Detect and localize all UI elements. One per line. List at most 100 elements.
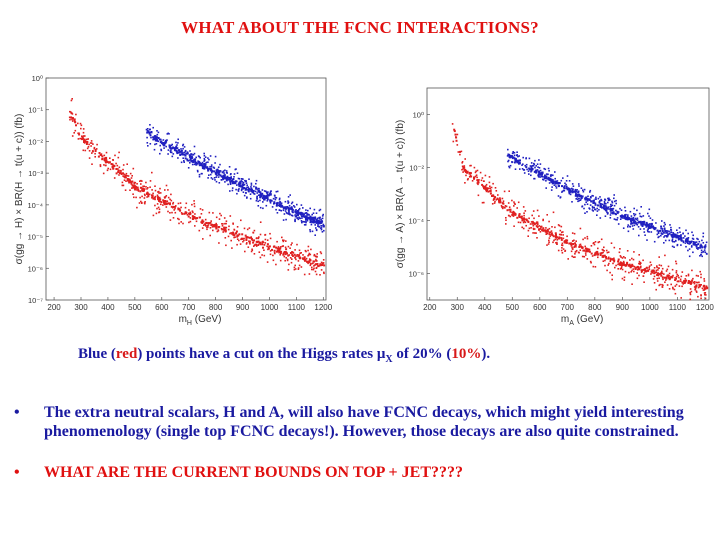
- scatter-point: [679, 237, 681, 240]
- scatter-point: [233, 176, 235, 178]
- scatter-point: [146, 136, 148, 139]
- scatter-point: [613, 257, 615, 260]
- scatter-point: [301, 217, 303, 219]
- scatter-point: [674, 285, 677, 287]
- scatter-point: [192, 161, 195, 163]
- scatter-point: [182, 147, 184, 150]
- scatter-point: [550, 175, 552, 178]
- scatter-point: [643, 268, 646, 271]
- scatter-point: [230, 173, 232, 175]
- scatter-point: [523, 214, 525, 217]
- scatter-point: [156, 133, 159, 136]
- scatter-point: [538, 171, 541, 174]
- scatter-point: [623, 216, 626, 219]
- scatter-point: [637, 226, 640, 228]
- scatter-point: [603, 202, 606, 204]
- scatter-point: [513, 157, 516, 160]
- scatter-point: [303, 224, 306, 226]
- scatter-point: [609, 214, 612, 216]
- scatter-point: [316, 217, 319, 220]
- scatter-point: [684, 280, 687, 283]
- scatter-point: [561, 191, 563, 193]
- scatter-point: [209, 155, 212, 157]
- scatter-point: [615, 209, 617, 212]
- scatter-point: [545, 177, 548, 180]
- scatter-point: [241, 186, 244, 189]
- scatter-point: [615, 199, 617, 202]
- scatter-point: [503, 206, 506, 209]
- bullet-text: WHAT ARE THE CURRENT BOUNDS ON TOP + JET…: [44, 464, 463, 481]
- scatter-point: [658, 273, 661, 276]
- scatter-point: [499, 200, 502, 203]
- scatter-point: [508, 155, 511, 158]
- scatter-point: [476, 169, 479, 172]
- scatter-point: [611, 200, 613, 203]
- scatter-point: [104, 164, 107, 167]
- scatter-point: [183, 153, 186, 156]
- scatter-point: [320, 269, 323, 271]
- scatter-point: [228, 225, 230, 228]
- scatter-point: [648, 231, 650, 233]
- scatter-point: [98, 152, 101, 154]
- scatter-point: [572, 185, 575, 187]
- scatter-point: [518, 155, 520, 157]
- scatter-point: [610, 205, 612, 208]
- scatter-point: [192, 217, 195, 220]
- scatter-point: [512, 212, 515, 215]
- scatter-point: [189, 217, 192, 219]
- scatter-point: [252, 189, 255, 192]
- scatter-point: [169, 219, 172, 221]
- scatter-point: [278, 248, 281, 251]
- scatter-point: [643, 228, 645, 230]
- scatter-point: [621, 277, 624, 280]
- scatter-point: [521, 168, 524, 170]
- scatter-point: [266, 192, 268, 195]
- scatter-point: [218, 218, 221, 220]
- scatter-point: [180, 206, 182, 209]
- scatter-point: [477, 194, 480, 197]
- scatter-point: [222, 174, 225, 177]
- scatter-point: [198, 162, 201, 164]
- scatter-point: [676, 229, 678, 231]
- scatter-point: [164, 189, 166, 191]
- scatter-point: [225, 220, 228, 222]
- scatter-point: [639, 220, 642, 223]
- scatter-point: [563, 240, 566, 243]
- scatter-point: [135, 186, 138, 189]
- scatter-point: [140, 183, 142, 185]
- scatter-point: [618, 264, 621, 266]
- scatter-point: [131, 175, 133, 177]
- scatter-point: [539, 173, 542, 176]
- scatter-point: [612, 262, 614, 265]
- scatter-point: [530, 162, 533, 164]
- scatter-point: [246, 186, 248, 189]
- scatter-point: [592, 195, 594, 197]
- scatter-point: [179, 154, 182, 156]
- scatter-point: [666, 230, 669, 232]
- scatter-point: [248, 240, 250, 242]
- scatter-point: [680, 297, 682, 299]
- scatter-point: [528, 227, 531, 230]
- scatter-point: [293, 268, 296, 271]
- scatter-point: [193, 216, 196, 219]
- scatter-point: [305, 221, 307, 224]
- scatter-point: [155, 136, 158, 139]
- scatter-point: [645, 221, 648, 224]
- scatter-point: [512, 211, 515, 213]
- scatter-point: [489, 187, 491, 189]
- scatter-point: [111, 163, 114, 166]
- scatter-point: [167, 149, 170, 151]
- scatter-point: [535, 225, 538, 228]
- scatter-point: [249, 188, 252, 191]
- scatter-point: [322, 225, 325, 228]
- scatter-point: [229, 215, 232, 217]
- scatter-point: [519, 221, 522, 224]
- scatter-point: [169, 198, 171, 201]
- scatter-point: [509, 215, 512, 218]
- scatter-point: [613, 218, 616, 220]
- scatter-point: [198, 229, 201, 232]
- scatter-point: [511, 161, 513, 164]
- scatter-point: [281, 205, 284, 208]
- scatter-point: [516, 161, 519, 164]
- scatter-point: [254, 190, 257, 193]
